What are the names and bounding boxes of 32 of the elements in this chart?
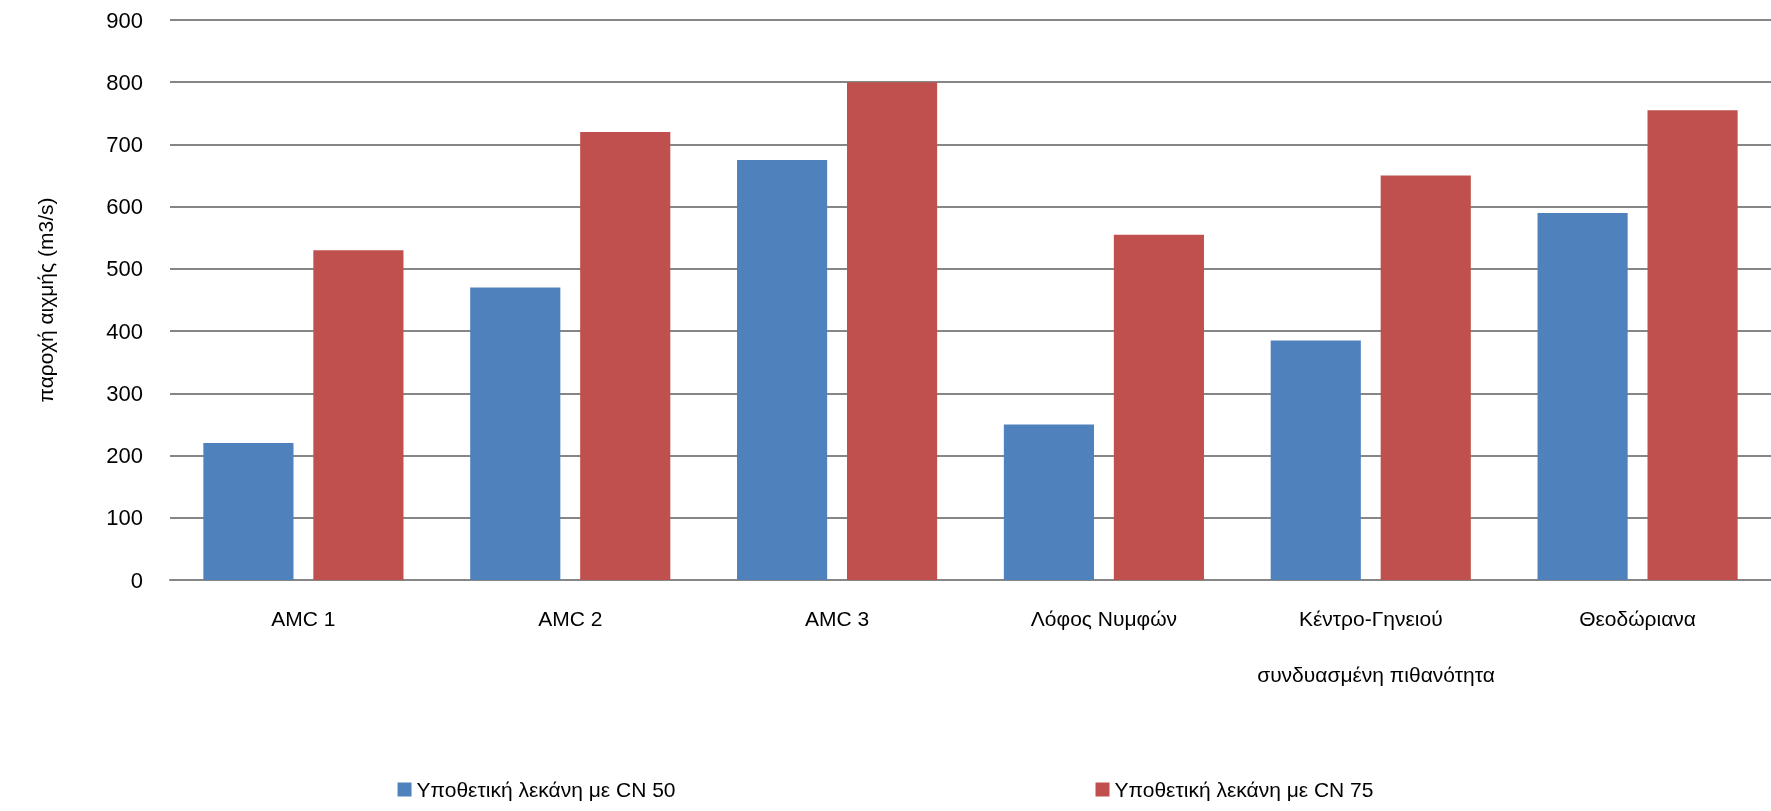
legend-label: Υποθετική λεκάνη με CN 50 (416, 778, 676, 801)
bar (1113, 234, 1204, 580)
bar (470, 287, 561, 580)
y-tick-label: 0 (130, 567, 143, 593)
x-tick-label: Θεοδώριανα (1579, 607, 1697, 630)
legend-label: Υποθετική λεκάνη με CN 75 (1114, 778, 1374, 801)
y-tick-label: 200 (106, 443, 143, 469)
y-tick-label: 100 (106, 505, 143, 531)
bar (1380, 175, 1471, 580)
y-tick-label: 300 (106, 380, 143, 406)
y-axis-title: παροχή αιχμής (m3/s) (34, 197, 57, 403)
bar (313, 250, 404, 580)
bar (580, 132, 671, 580)
text: συνδυασμένη πιθανότητα (1257, 663, 1495, 686)
y-tick-label: 800 (106, 69, 143, 95)
y-tick-label: 400 (106, 318, 143, 344)
x-tick-label: AMC 3 (804, 607, 870, 630)
y-tick-label: 600 (106, 194, 143, 220)
bar (1003, 424, 1094, 580)
y-tick-label: 500 (106, 256, 143, 282)
bar (1537, 212, 1628, 580)
bar (847, 82, 938, 580)
bar (1647, 110, 1738, 580)
y-tick-label: 900 (106, 7, 143, 33)
x-tick-label: Λόφος Νυμφών (1030, 607, 1178, 630)
x-tick-label: Κέντρο-Γηνειού (1298, 607, 1443, 630)
bar (1270, 340, 1361, 580)
y-tick-label: 700 (106, 131, 143, 157)
bar (737, 160, 828, 580)
x-tick-label: AMC 2 (538, 607, 603, 630)
x-tick-label: AMC 1 (271, 607, 336, 630)
bar (203, 443, 294, 580)
